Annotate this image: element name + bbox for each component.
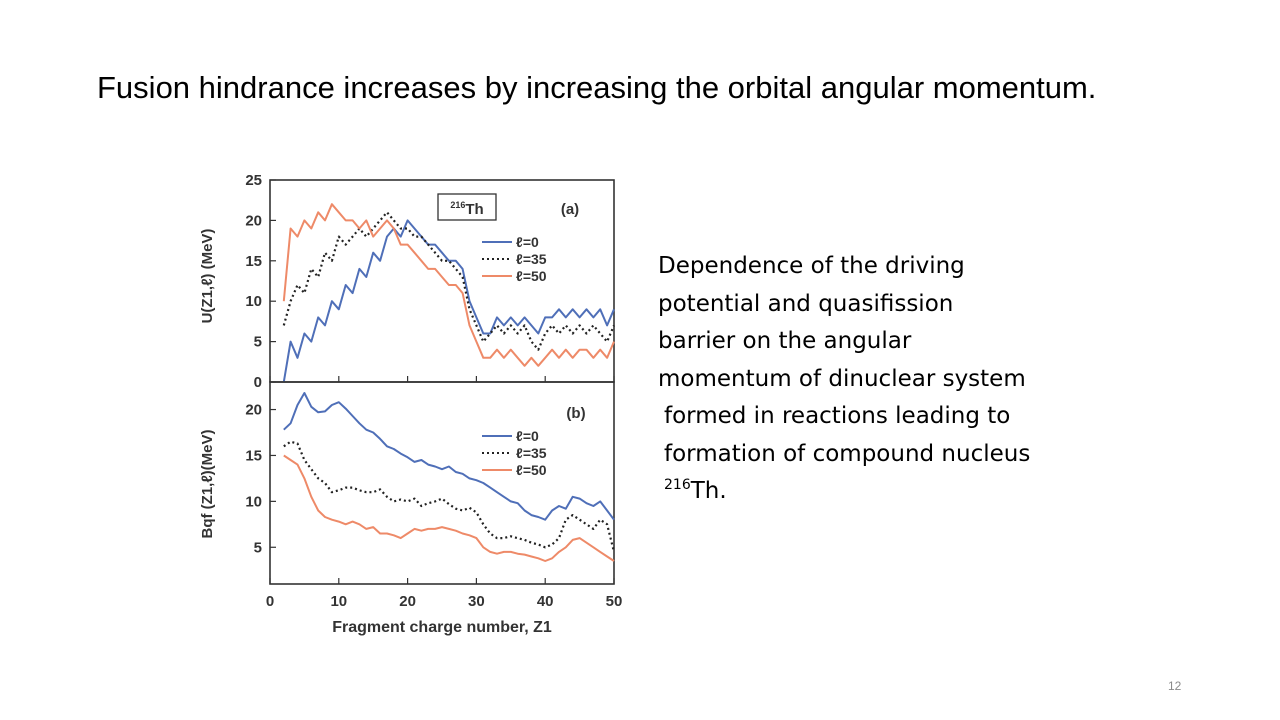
panel-a-tag: (a) bbox=[561, 201, 579, 218]
x-tick-label: 20 bbox=[399, 593, 416, 610]
y-tick-label: 20 bbox=[245, 212, 262, 229]
figure-description: Dependence of the driving potential and … bbox=[658, 248, 1098, 511]
x-tick-label: 40 bbox=[537, 593, 554, 610]
description-line-nucleus: 216Th. bbox=[658, 473, 1098, 511]
series-line-1 bbox=[282, 211, 616, 351]
nucleus-label: 216Th bbox=[450, 200, 483, 218]
legend-label: ℓ=0 bbox=[516, 428, 539, 444]
element-symbol: Th. bbox=[690, 478, 727, 504]
y-tick-label: 0 bbox=[254, 374, 262, 391]
series-line-0 bbox=[283, 392, 615, 521]
plot-frame bbox=[269, 381, 615, 585]
x-axis-label: Fragment charge number, Z1 bbox=[332, 619, 552, 636]
mass-number: 216 bbox=[664, 477, 691, 493]
legend-label: ℓ=50 bbox=[516, 462, 547, 478]
description-line: formed in reactions leading to bbox=[664, 403, 1011, 429]
x-tick-label: 0 bbox=[266, 593, 274, 610]
panel-a-ylabel: U(Z1,ℓ) (MeV) bbox=[199, 229, 216, 324]
description-line: barrier on the angular bbox=[658, 328, 912, 354]
series-line-2 bbox=[282, 203, 615, 367]
x-tick-label: 50 bbox=[606, 593, 623, 610]
y-tick-label: 25 bbox=[245, 172, 262, 189]
y-tick-label: 10 bbox=[245, 293, 262, 310]
description-line: Dependence of the driving bbox=[658, 253, 965, 279]
y-tick-label: 15 bbox=[245, 253, 262, 270]
description-line: momentum of dinuclear system bbox=[658, 365, 1026, 392]
legend-label: ℓ=50 bbox=[516, 268, 547, 284]
panel-b: 5 10 15 20 0 10 20 30 40 50 ℓ=0ℓ=35ℓ=50 bbox=[245, 381, 623, 610]
y-tick-label: 15 bbox=[245, 447, 262, 464]
y-tick-label: 5 bbox=[254, 334, 262, 351]
legend-label: ℓ=35 bbox=[516, 445, 547, 461]
series-line-2 bbox=[283, 454, 615, 562]
panel-b-tag: (b) bbox=[566, 405, 585, 422]
driving-potential-figure: U(Z1,ℓ) (MeV) Bqf (Z1,ℓ)(MeV) Fragment c… bbox=[199, 172, 623, 636]
description-line: formation of compound nucleus bbox=[664, 440, 1031, 467]
legend-label: ℓ=35 bbox=[516, 251, 547, 267]
panel-b-ylabel: Bqf (Z1,ℓ)(MeV) bbox=[199, 430, 216, 539]
legend-label: ℓ=0 bbox=[516, 234, 539, 250]
series-line-0 bbox=[282, 219, 615, 383]
page-number: 12 bbox=[1168, 679, 1182, 693]
y-tick-label: 20 bbox=[245, 402, 262, 419]
x-tick-label: 30 bbox=[468, 593, 485, 610]
panel-a: 0 5 10 15 20 25 ℓ=0ℓ=35ℓ=50 bbox=[245, 172, 616, 391]
series-line-1 bbox=[283, 440, 616, 553]
slide-title: Fusion hindrance increases by increasing… bbox=[97, 70, 1097, 105]
y-tick-label: 5 bbox=[254, 539, 262, 556]
description-line: potential and quasifission bbox=[658, 290, 954, 317]
x-tick-label: 10 bbox=[330, 593, 347, 610]
y-tick-label: 10 bbox=[245, 493, 262, 510]
nucleus-label-box bbox=[437, 193, 497, 221]
